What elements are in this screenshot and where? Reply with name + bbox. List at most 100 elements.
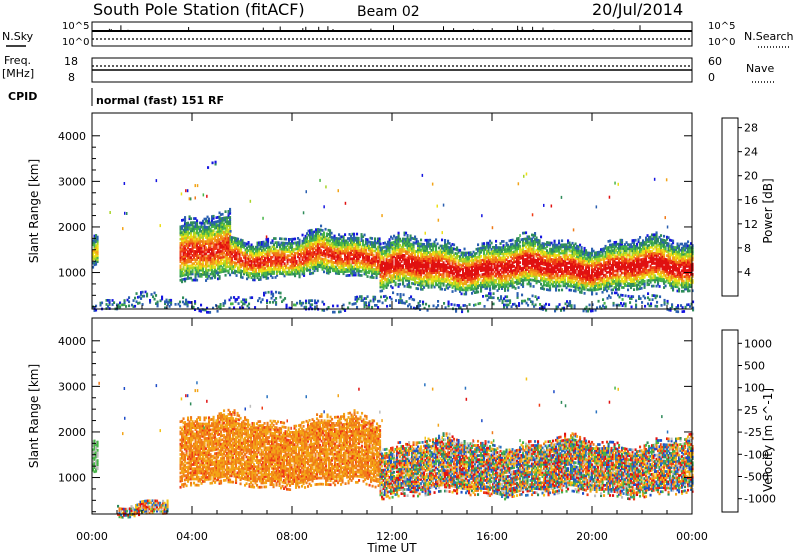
power-echo-region	[92, 234, 99, 269]
velocity-sparse-echo	[203, 426, 205, 430]
velocity-sparse-echo	[286, 419, 288, 423]
power-sparse-echo	[614, 181, 616, 185]
power-sparse-echo	[608, 195, 611, 199]
power-sparse-echo	[543, 203, 545, 207]
power-sparse-echo	[531, 213, 534, 217]
velocity-sparse-echo	[381, 419, 383, 423]
velocity-sparse-echo	[661, 415, 663, 419]
velocity-sparse-echo	[358, 387, 360, 391]
time-tick-label: 08:00	[276, 530, 308, 543]
power-sparse-echo	[517, 182, 520, 186]
power-colorbar-tick-label: 20	[744, 170, 758, 183]
velocity-colorbar-label: Velocity [m s^-1]	[761, 388, 775, 492]
velocity-sparse-echo	[379, 410, 381, 414]
velocity-colorbar-tick-label: -100	[744, 448, 769, 461]
power-sparse-echo	[194, 184, 196, 188]
velocity-sparse-echo	[323, 410, 325, 414]
power-colorbar-frame	[721, 117, 739, 297]
freq-tick-low: 8	[68, 71, 75, 84]
power-sparse-echo	[519, 234, 521, 238]
velocity-sparse-echo	[186, 394, 189, 398]
power-colorbar-label: Power [dB]	[761, 178, 775, 243]
power-sparse-echo	[194, 196, 196, 200]
velocity-colorbar-tick-label: 1000	[744, 337, 772, 350]
velocity-sparse-echo	[244, 407, 246, 411]
power-sparse-echo	[442, 203, 445, 207]
power-sparse-echo	[344, 201, 347, 205]
velocity-colorbar-tick-label: 500	[744, 360, 765, 373]
power-sparse-echo	[421, 173, 424, 177]
power-sparse-echo	[319, 178, 321, 182]
power-sparse-echo	[617, 182, 619, 186]
power-sparse-echo	[653, 177, 656, 181]
time-tick-label: 00:00	[676, 530, 708, 543]
velocity-sparse-echo	[196, 381, 198, 385]
power-sparse-echo	[109, 211, 111, 214]
velocity-sparse-echo	[123, 387, 126, 390]
velocity-sparse-echo	[464, 386, 467, 390]
velocity-echo-region	[117, 499, 169, 519]
power-sparse-echo	[525, 172, 528, 176]
velocity-sparse-echo	[465, 397, 468, 401]
freq-tick-high: 18	[64, 55, 78, 68]
noise-right-tick-high: 10^5	[708, 21, 735, 32]
power-sparse-echo	[265, 235, 268, 239]
velocity-sparse-echo	[431, 387, 434, 391]
power-sparse-echo	[186, 189, 189, 193]
noise-sky-label: N.Sky	[2, 30, 34, 43]
power-sparse-echo	[126, 212, 128, 215]
power-sparse-echo	[523, 174, 525, 178]
velocity-sparse-echo	[492, 439, 495, 443]
velocity-sparse-echo	[206, 399, 208, 403]
velocity-sparse-echo	[472, 439, 474, 443]
power-sparse-echo	[188, 197, 191, 201]
velocity-sparse-echo	[437, 423, 440, 427]
velocity-colorbar-tick-label: 100	[744, 382, 765, 395]
cpid-panel: CPID normal (fast) 151 RF	[8, 88, 224, 107]
velocity-sparse-echo	[572, 433, 575, 437]
time-xlabel: Time UT	[366, 541, 417, 554]
power-sparse-echo	[664, 216, 666, 220]
power-sparse-echo	[206, 194, 208, 198]
velocity-sparse-echo	[560, 400, 563, 404]
power-echo-region	[92, 290, 695, 314]
time-tick-label: 00:00	[76, 530, 108, 543]
nave-tick-low: 0	[708, 71, 715, 84]
power-sparse-echo	[323, 205, 325, 209]
velocity-sparse-echo	[553, 390, 555, 394]
velocity-ytick-label: 1000	[58, 472, 86, 485]
time-tick-label: 20:00	[576, 530, 608, 543]
date-label: 20/Jul/2014	[592, 0, 683, 19]
velocity-sparse-echo	[614, 386, 616, 390]
noise-left-tick-low: 10^0	[62, 37, 89, 48]
time-tick-label: 12:00	[376, 530, 408, 543]
power-colorbar-tick-label: 12	[744, 218, 758, 231]
power-echo-region	[179, 207, 232, 284]
velocity-colorbar-tick-label: -25	[744, 426, 762, 439]
velocity-sparse-echo	[266, 395, 268, 399]
power-ytick-label: 3000	[58, 175, 86, 188]
power-ytick-label: 2000	[58, 221, 86, 234]
power-ytick-label: 4000	[58, 130, 86, 143]
velocity-sparse-echo	[595, 410, 598, 414]
nave-tick-high: 60	[708, 55, 722, 68]
power-sparse-echo	[337, 189, 339, 193]
power-panel: 1000 2000 3000 4000 Slant Range [km] 4 8 12 16…	[27, 112, 775, 314]
power-colorbar-tick-label: 8	[744, 242, 751, 255]
noise-right-tick-low: 10^0	[708, 37, 735, 48]
velocity-sparse-echo	[538, 403, 541, 407]
power-sparse-echo	[180, 192, 183, 196]
power-echo-region	[207, 160, 217, 169]
velocity-sparse-echo	[261, 406, 263, 410]
power-colorbar-tick-label: 16	[744, 194, 758, 207]
power-ylabel: Slant Range [km]	[27, 159, 41, 263]
noise-left-tick-high: 10^5	[62, 21, 89, 32]
velocity-colorbar-tick-label: -500	[744, 470, 769, 483]
power-sparse-echo	[123, 182, 126, 185]
power-sparse-echo	[491, 226, 494, 230]
velocity-sparse-echo	[424, 383, 426, 387]
velocity-echo-region	[179, 408, 382, 491]
power-sparse-echo	[436, 204, 438, 208]
power-sparse-echo	[159, 224, 161, 228]
